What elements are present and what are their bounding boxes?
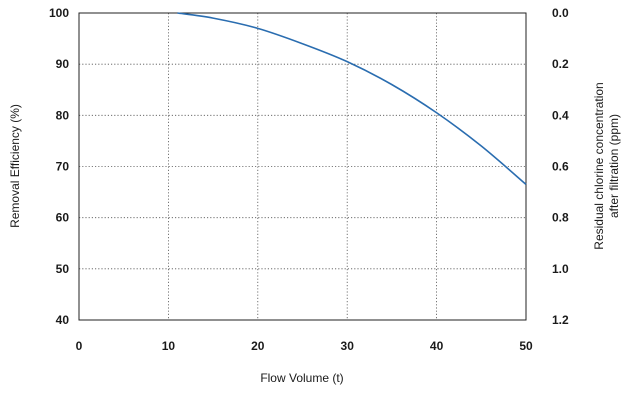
y-tick-label: 50 xyxy=(56,262,70,276)
y2-axis-ticks: 0.0 0.2 0.4 0.6 0.8 1.0 1.2 xyxy=(552,6,569,327)
y-tick-label: 100 xyxy=(49,6,69,20)
y2-tick-label: 1.2 xyxy=(552,313,569,327)
y2-tick-label: 0.0 xyxy=(552,6,569,20)
series-line xyxy=(177,12,527,186)
y-tick-label: 40 xyxy=(56,313,70,327)
x-tick-label: 0 xyxy=(76,339,83,353)
x-tick-label: 20 xyxy=(251,339,265,353)
y-tick-label: 90 xyxy=(56,57,70,71)
y-tick-label: 70 xyxy=(56,160,70,174)
y2-tick-label: 0.4 xyxy=(552,108,569,122)
x-axis-label: Flow Volume (t) xyxy=(260,371,343,385)
series-layer xyxy=(177,12,527,186)
y-tick-label: 60 xyxy=(56,211,70,225)
y2-tick-label: 0.2 xyxy=(552,57,569,71)
y-axis-label: Removal Efficiency (%) xyxy=(8,104,22,228)
y-axis-ticks: 40 50 60 70 80 90 100 xyxy=(49,6,69,327)
y2-tick-label: 0.6 xyxy=(552,160,569,174)
x-tick-label: 10 xyxy=(162,339,176,353)
x-tick-label: 30 xyxy=(341,339,355,353)
y2-axis-label-line1: Residual chlorine concentration xyxy=(592,82,606,249)
x-tick-label: 50 xyxy=(519,339,533,353)
grid xyxy=(79,13,526,320)
x-axis-ticks: 0 10 20 30 40 50 xyxy=(76,339,533,353)
plot-frame xyxy=(78,12,527,321)
y2-axis-label-line2: after filtration (ppm) xyxy=(607,114,621,218)
y2-tick-label: 0.8 xyxy=(552,211,569,225)
y2-tick-label: 1.0 xyxy=(552,262,569,276)
x-tick-label: 40 xyxy=(430,339,444,353)
y-tick-label: 80 xyxy=(56,108,70,122)
